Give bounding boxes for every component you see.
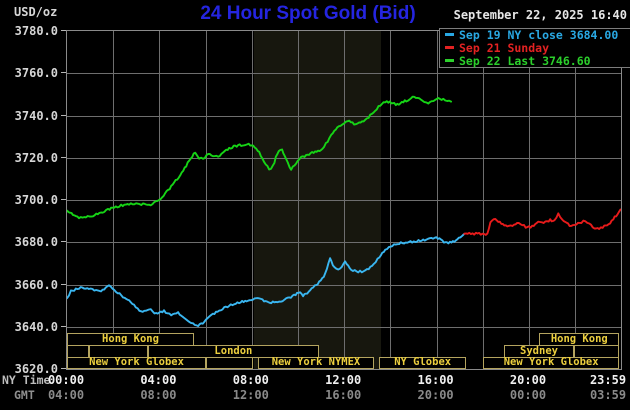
y-axis-label: 3640.0 (14, 319, 58, 334)
y-axis-tick (61, 30, 66, 31)
ny-time-tick-label: 00:00 (47, 373, 85, 387)
legend-row: Sep 22 Last 3746.60 (440, 55, 630, 68)
session-box-ny-globex: NY Globex (379, 357, 467, 369)
series-line-sep-19 (67, 232, 466, 328)
ny-time-tick-label: 20:00 (509, 373, 547, 387)
y-axis-tick (61, 368, 66, 369)
y-axis-label: 3620.0 (14, 362, 58, 376)
legend-label: Sep 19 NY close 3684.00 (459, 28, 619, 42)
legend-box: Sep 19 NY close 3684.00 Sep 21 Sunday Sep … (439, 28, 630, 68)
y-axis-tick (61, 156, 66, 158)
ny-time-tick-label: 23:59 (589, 373, 627, 387)
ny-time-tick-label: 04:00 (140, 373, 177, 387)
y-axis-label: 3700.0 (14, 193, 58, 207)
horizontal-gridline (67, 73, 621, 74)
horizontal-gridline (67, 242, 621, 243)
y-axis-tick (61, 283, 66, 285)
y-axis-tick (61, 114, 66, 116)
plot-area: Hong Kong Hong Kong London Sydney New York G… (66, 30, 622, 370)
session-box (206, 357, 253, 369)
legend-label: Sep 21 Sunday (459, 41, 550, 55)
y-axis-tick (61, 325, 66, 327)
chart-lines (67, 95, 621, 328)
series-line-sep-22 (67, 95, 453, 220)
ny-time-tick-label: 12:00 (325, 373, 362, 387)
gmt-tick-label: 12:00 (232, 388, 269, 402)
legend-dash-icon (445, 59, 454, 62)
y-axis-label: 3740.0 (14, 108, 58, 123)
ny-time-tick-label: 16:00 (417, 373, 454, 387)
legend-dash-icon (445, 33, 454, 36)
y-axis-tick (61, 72, 66, 74)
gmt-tick-label: 16:00 (325, 388, 362, 402)
session-box-new-york-globex: New York Globex (67, 357, 207, 369)
gmt-tick-label: 00:00 (509, 388, 547, 402)
unit-label: USD/oz (14, 5, 58, 19)
horizontal-gridline (67, 158, 621, 159)
session-box-new-york-nymex: New York NYMEX (258, 357, 374, 369)
legend-row: Sep 19 NY close 3684.00 (440, 29, 630, 42)
gmt-caption: GMT (14, 388, 35, 402)
session-box-new-york-globex: New York Globex (483, 357, 620, 369)
gmt-tick-label: 20:00 (417, 388, 454, 402)
legend-dash-icon (445, 46, 454, 49)
horizontal-gridline (67, 200, 621, 201)
datetime-label: September 22, 2025 16:40 (453, 8, 627, 22)
ny-time-caption: NY Time (2, 373, 51, 387)
series-line-sep-21 (463, 208, 621, 236)
gmt-tick-label: 08:00 (140, 388, 177, 402)
page-title: 24 Hour Spot Gold (Bid) (200, 3, 416, 24)
y-axis-tick (61, 199, 66, 200)
y-axis-label: 3760.0 (14, 66, 58, 81)
y-axis-label: 3720.0 (14, 150, 58, 165)
y-axis-tick (61, 241, 66, 243)
y-axis-label: 3660.0 (14, 277, 58, 292)
horizontal-gridline (67, 327, 621, 328)
ny-time-tick-label: 08:00 (232, 373, 269, 387)
legend-label: Sep 22 Last 3746.60 (459, 54, 591, 68)
horizontal-gridline (67, 285, 621, 286)
gmt-tick-label: 03:59 (589, 388, 627, 402)
horizontal-gridline (67, 116, 621, 117)
y-axis-label: 3780.0 (14, 24, 58, 38)
y-axis-label: 3680.0 (14, 235, 58, 250)
gmt-tick-label: 04:00 (47, 388, 85, 402)
legend-row: Sep 21 Sunday (440, 42, 630, 55)
